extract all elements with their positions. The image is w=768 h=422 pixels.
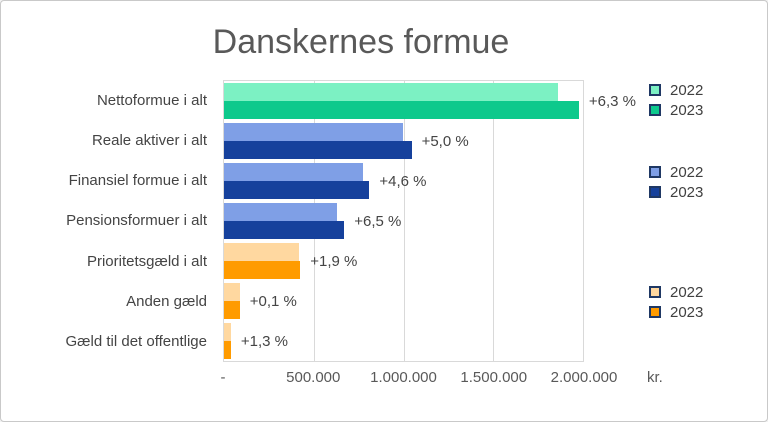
legend-group-debt: 2022 2023 [649, 282, 703, 322]
bar-2023[interactable] [224, 141, 412, 159]
chart-title: Danskernes formue [212, 23, 510, 61]
legend-entry: 2022 [649, 282, 703, 302]
bar-row: +1,3 % [224, 321, 583, 361]
x-tick-label: - [220, 369, 226, 386]
bar-row: +5,0 % [224, 121, 583, 161]
bar-row: +6,3 % [224, 81, 636, 121]
bar-row: +6,5 % [224, 201, 583, 241]
legend-swatch-2023 [649, 186, 661, 198]
change-label: +1,9 % [310, 252, 358, 270]
bar-2022[interactable] [224, 203, 338, 221]
category-label: Pensionsformuer i alt [66, 212, 207, 230]
change-label: +4,6 % [379, 172, 427, 190]
legend-entry: 2023 [649, 302, 703, 322]
bar-row: +4,6 % [224, 161, 583, 201]
legend-label: 2023 [670, 183, 704, 201]
change-label: +6,5 % [354, 212, 402, 230]
category-label: Gæld til det offentlige [65, 333, 207, 351]
category-label: Finansiel formue i alt [68, 172, 207, 190]
x-tick-label: 2.000.000 [550, 369, 618, 386]
legend-label: 2022 [670, 81, 704, 99]
change-label: +5,0 % [421, 132, 469, 150]
bar-2023[interactable] [224, 341, 231, 359]
x-tick-label: 1.500.000 [460, 369, 528, 386]
bar-row: +0,1 % [224, 281, 583, 321]
legend-entry: 2023 [649, 182, 703, 202]
bar-2023[interactable] [224, 181, 370, 199]
change-label: +6,3 % [588, 92, 636, 110]
legend-entry: 2023 [649, 100, 703, 120]
legend-label: 2022 [670, 283, 704, 301]
bar-2022[interactable] [224, 123, 403, 141]
bar-2023[interactable] [224, 101, 579, 119]
legend-swatch-2022 [649, 286, 661, 298]
bar-row: +1,9 % [224, 241, 583, 281]
x-axis-ticks: - 500.000 1.000.000 1.500.000 2.000.000 [220, 369, 618, 386]
bar-2022[interactable] [224, 243, 299, 261]
legend-label: 2023 [670, 101, 704, 119]
legend-label: 2023 [670, 303, 704, 321]
x-tick-label: 500.000 [286, 369, 341, 386]
legend-group-net: 2022 2023 [649, 80, 703, 120]
bar-2023[interactable] [224, 301, 240, 319]
category-label: Prioritetsgæld i alt [86, 252, 207, 270]
bar-2022[interactable] [224, 323, 231, 341]
legend-label: 2022 [670, 163, 704, 181]
legend-swatch-2022 [649, 84, 661, 96]
axis-unit-label: kr. [647, 369, 663, 386]
bar-2022[interactable] [224, 83, 558, 101]
category-label: Nettoformue i alt [96, 91, 207, 109]
plot-area: +6,3 % +5,0 % +4,6 % +6,5 % +1,9 % +0,1 % +1,3… [223, 80, 636, 362]
bar-2023[interactable] [224, 221, 345, 239]
change-label: +0,1 % [249, 292, 297, 310]
bar-2023[interactable] [224, 261, 301, 279]
legend-group-assets: 2022 2023 [649, 162, 703, 202]
gridline-1500000 [493, 81, 495, 361]
bar-2022[interactable] [224, 163, 364, 181]
change-label: +1,3 % [240, 332, 289, 350]
gridline-1000000 [403, 81, 405, 361]
legend-swatch-2023 [649, 306, 661, 318]
bar-2022[interactable] [224, 283, 240, 301]
category-label: Anden gæld [126, 293, 207, 311]
legend-entry: 2022 [649, 80, 703, 100]
category-labels: Nettoformue i alt Reale aktiver i alt Fina… [1, 80, 207, 362]
legend-entry: 2022 [649, 162, 703, 182]
x-tick-label: 1.000.000 [370, 369, 437, 386]
legend-swatch-2023 [649, 104, 661, 116]
category-label: Reale aktiver i alt [91, 131, 207, 149]
legend-swatch-2022 [649, 166, 661, 178]
